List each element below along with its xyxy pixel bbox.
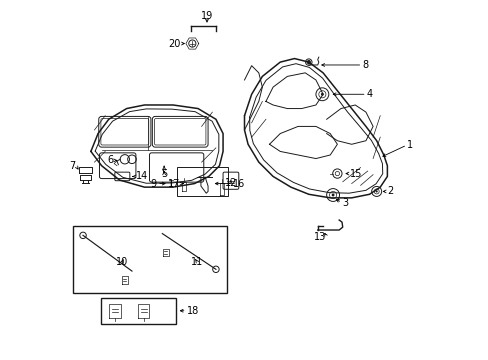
Text: 2: 2	[386, 186, 393, 197]
Circle shape	[375, 190, 377, 193]
Text: 17: 17	[167, 179, 180, 189]
Text: 7: 7	[69, 161, 76, 171]
Text: 20: 20	[167, 39, 180, 49]
Text: 16: 16	[233, 179, 245, 189]
Circle shape	[320, 93, 323, 96]
Text: 10: 10	[116, 257, 128, 267]
Text: 14: 14	[135, 171, 147, 181]
Text: 11: 11	[191, 257, 203, 267]
Text: 1: 1	[406, 140, 412, 150]
Text: 6: 6	[107, 156, 113, 165]
Text: 4: 4	[366, 89, 372, 99]
Text: 3: 3	[341, 198, 347, 207]
Text: 15: 15	[349, 168, 362, 179]
Text: 13: 13	[314, 232, 326, 242]
Text: 8: 8	[362, 60, 368, 70]
Text: 9: 9	[150, 179, 157, 189]
Text: 12: 12	[224, 178, 237, 188]
Text: 19: 19	[201, 11, 213, 21]
Circle shape	[307, 61, 309, 64]
Text: 5: 5	[161, 169, 167, 179]
Circle shape	[331, 194, 334, 197]
Text: 18: 18	[186, 306, 199, 316]
